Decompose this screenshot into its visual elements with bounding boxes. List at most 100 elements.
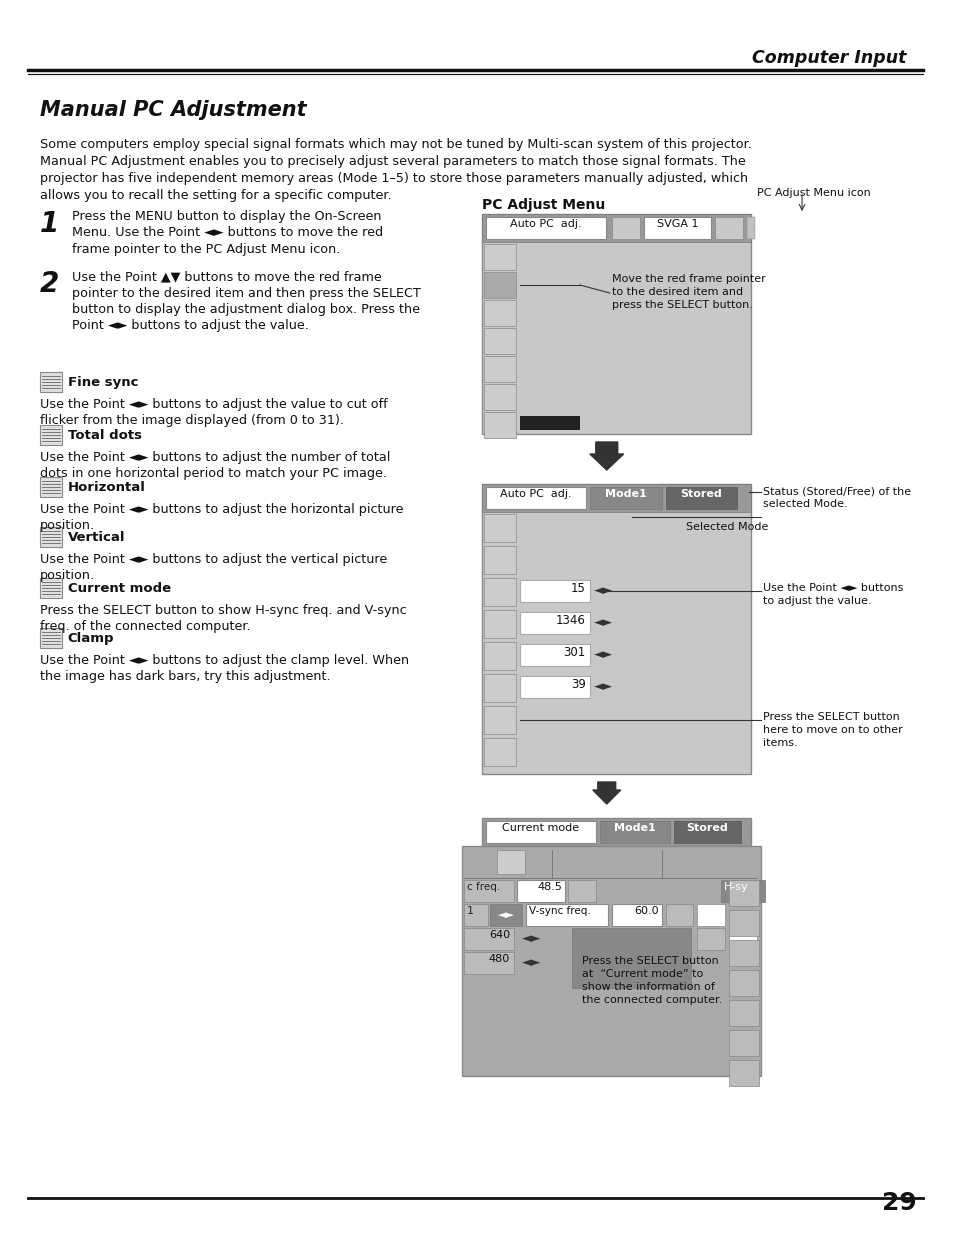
Text: Manual PC Adjustment: Manual PC Adjustment bbox=[40, 100, 306, 120]
Bar bbox=[728, 1030, 759, 1056]
Bar bbox=[40, 477, 62, 496]
Text: Manual PC Adjustment enables you to precisely adjust several parameters to match: Manual PC Adjustment enables you to prec… bbox=[40, 156, 745, 168]
Text: press the SELECT button.: press the SELECT button. bbox=[611, 300, 752, 310]
Text: Press the MENU button to display the On-Screen: Press the MENU button to display the On-… bbox=[71, 210, 381, 224]
Text: dots in one horizontal period to match your PC image.: dots in one horizontal period to match y… bbox=[40, 467, 387, 480]
Bar bbox=[728, 1000, 759, 1026]
Text: Point ◄► buttons to adjust the value.: Point ◄► buttons to adjust the value. bbox=[71, 320, 308, 332]
Text: H-sy: H-sy bbox=[723, 882, 748, 892]
Text: 60.0: 60.0 bbox=[633, 906, 658, 916]
Text: 640: 640 bbox=[489, 930, 510, 940]
Bar bbox=[484, 674, 516, 701]
Bar bbox=[519, 580, 589, 601]
Text: Fine sync: Fine sync bbox=[68, 375, 138, 389]
Text: Use the Point ◄► buttons: Use the Point ◄► buttons bbox=[762, 583, 902, 593]
Text: Computer Input: Computer Input bbox=[752, 49, 905, 67]
Text: the image has dark bars, try this adjustment.: the image has dark bars, try this adjust… bbox=[40, 671, 330, 683]
Text: ◄►: ◄► bbox=[594, 648, 613, 662]
Bar bbox=[571, 927, 691, 988]
Text: Press the SELECT button: Press the SELECT button bbox=[581, 956, 718, 966]
Text: 1: 1 bbox=[40, 210, 59, 238]
Bar bbox=[484, 514, 516, 542]
Bar bbox=[464, 904, 488, 926]
Bar bbox=[519, 416, 579, 430]
Text: 1: 1 bbox=[467, 906, 474, 916]
Text: PC Adjust Menu: PC Adjust Menu bbox=[481, 198, 605, 212]
Bar bbox=[589, 487, 660, 509]
Text: Some computers employ special signal formats which may not be tuned by Multi-sca: Some computers employ special signal for… bbox=[40, 138, 751, 151]
Text: Press the SELECT button to show H-sync freq. and V-sync: Press the SELECT button to show H-sync f… bbox=[40, 604, 406, 618]
Text: ◄►: ◄► bbox=[594, 616, 613, 630]
Bar bbox=[484, 384, 516, 410]
Text: Current mode: Current mode bbox=[68, 582, 171, 595]
Text: position.: position. bbox=[40, 519, 95, 532]
Bar bbox=[484, 642, 516, 671]
Text: 15: 15 bbox=[570, 582, 585, 595]
Bar bbox=[464, 881, 514, 902]
Text: the connected computer.: the connected computer. bbox=[581, 995, 721, 1005]
Text: selected Mode.: selected Mode. bbox=[762, 499, 847, 509]
Text: Stored: Stored bbox=[679, 489, 721, 499]
Bar bbox=[611, 904, 660, 926]
Bar bbox=[728, 881, 759, 906]
Bar bbox=[484, 272, 516, 298]
Bar bbox=[484, 739, 516, 766]
Text: Menu. Use the Point ◄► buttons to move the red: Menu. Use the Point ◄► buttons to move t… bbox=[71, 226, 382, 240]
Bar bbox=[599, 821, 669, 844]
FancyArrow shape bbox=[589, 442, 623, 471]
Text: Mode1: Mode1 bbox=[613, 823, 655, 832]
Text: 480: 480 bbox=[488, 953, 510, 965]
Bar bbox=[484, 300, 516, 326]
Bar bbox=[486, 217, 605, 240]
Bar bbox=[40, 629, 62, 648]
Bar bbox=[665, 904, 693, 926]
Bar bbox=[484, 610, 516, 638]
Bar bbox=[643, 217, 711, 240]
Text: c freq.: c freq. bbox=[467, 882, 500, 892]
Text: ◄►: ◄► bbox=[594, 680, 613, 694]
Bar bbox=[517, 881, 564, 902]
Bar bbox=[728, 940, 759, 966]
Bar bbox=[728, 927, 757, 950]
Bar bbox=[728, 1060, 759, 1086]
Text: Mode1: Mode1 bbox=[604, 489, 646, 499]
Text: 39: 39 bbox=[570, 678, 585, 692]
Text: pointer to the desired item and then press the SELECT: pointer to the desired item and then pre… bbox=[71, 287, 420, 300]
Bar bbox=[486, 487, 585, 509]
Text: Clamp: Clamp bbox=[68, 632, 114, 645]
Bar bbox=[665, 487, 737, 509]
Bar bbox=[40, 578, 62, 598]
Text: Auto PC  adj.: Auto PC adj. bbox=[510, 219, 581, 228]
Text: Auto PC  adj.: Auto PC adj. bbox=[499, 489, 571, 499]
Bar bbox=[486, 821, 596, 844]
Text: to the desired item and: to the desired item and bbox=[611, 287, 742, 296]
Bar bbox=[720, 881, 764, 902]
Bar bbox=[464, 927, 514, 950]
Bar bbox=[728, 910, 759, 936]
Bar bbox=[567, 881, 596, 902]
Bar bbox=[484, 412, 516, 438]
Text: frame pointer to the PC Adjust Menu icon.: frame pointer to the PC Adjust Menu icon… bbox=[71, 243, 340, 256]
Text: allows you to recall the setting for a specific computer.: allows you to recall the setting for a s… bbox=[40, 189, 391, 203]
Text: Status (Stored/Free) of the: Status (Stored/Free) of the bbox=[762, 487, 910, 496]
Text: 29: 29 bbox=[881, 1191, 916, 1215]
Text: show the information of: show the information of bbox=[581, 982, 714, 992]
Text: Use the Point ◄► buttons to adjust the value to cut off: Use the Point ◄► buttons to adjust the v… bbox=[40, 398, 387, 411]
Bar bbox=[481, 214, 750, 242]
Text: Use the Point ◄► buttons to adjust the vertical picture: Use the Point ◄► buttons to adjust the v… bbox=[40, 553, 387, 566]
Text: 2: 2 bbox=[40, 270, 59, 298]
Bar bbox=[728, 969, 759, 995]
Text: ◄►: ◄► bbox=[497, 910, 514, 920]
Bar bbox=[481, 484, 750, 774]
Text: at  “Current mode” to: at “Current mode” to bbox=[581, 969, 702, 979]
Text: here to move on to other: here to move on to other bbox=[762, 725, 902, 735]
Bar bbox=[481, 214, 750, 433]
Bar bbox=[484, 245, 516, 270]
Bar bbox=[611, 217, 639, 240]
Text: Vertical: Vertical bbox=[68, 531, 125, 543]
Text: to adjust the value.: to adjust the value. bbox=[762, 597, 871, 606]
Polygon shape bbox=[503, 853, 517, 869]
Text: projector has five independent memory areas (Mode 1–5) to store those parameters: projector has five independent memory ar… bbox=[40, 172, 747, 185]
Text: Current mode: Current mode bbox=[502, 823, 579, 832]
Text: ◄►: ◄► bbox=[522, 956, 541, 969]
